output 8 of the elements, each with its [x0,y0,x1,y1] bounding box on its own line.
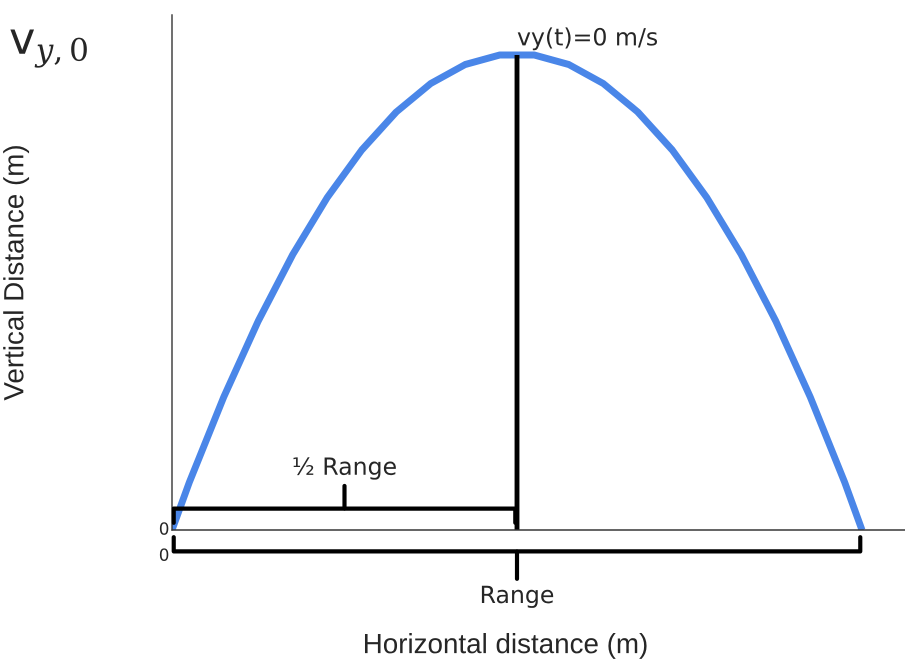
annotation: 0 [160,522,168,535]
annotation: ½ Range [293,457,396,480]
text: 0 [160,548,168,561]
text: vy(t)=0 m/s [518,27,658,50]
text: Range [482,586,554,608]
y-axis-title: Vertical Distance (m) [3,146,30,400]
text: v$_{y,0}$ [10,29,87,68]
x-axis-title: Horizontal distance (m) [364,633,647,659]
